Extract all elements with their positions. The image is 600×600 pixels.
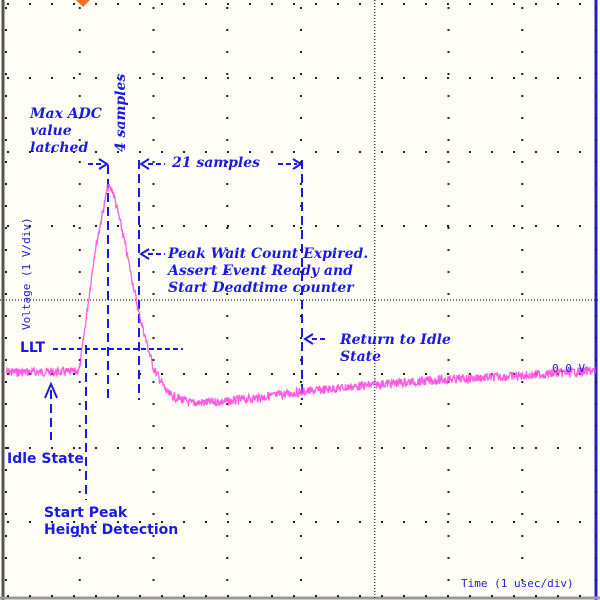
samples21-right-arrowhead-icon (292, 158, 303, 170)
return-idle-line-2: State (340, 349, 382, 365)
idle-state-label: Idle State (7, 451, 84, 467)
peak-wait-line-2: Assert Event Ready and (168, 263, 353, 279)
idle-state-arrowhead-icon (44, 381, 58, 399)
start-peak-line-2: Height Detection (44, 522, 179, 538)
start-peak-line-1: Start Peak (44, 505, 128, 521)
return-idle-line-1: Return to Idle (340, 332, 451, 348)
peak-wait-arrowhead-icon (139, 248, 150, 260)
peak-wait-line-3: Start Deadtime counter (168, 280, 354, 296)
max-adc-line-3: latched (30, 140, 89, 156)
return-idle-arrowhead-icon (303, 333, 314, 345)
four-samples-label: 4 samples (113, 73, 129, 152)
max-adc-line-2: value (30, 123, 72, 139)
trace-line (5, 183, 597, 408)
annotation-markers (44, 158, 328, 500)
max-adc-arrowhead-icon (98, 158, 109, 170)
samples21-left-arrowhead-icon (139, 158, 150, 170)
y-axis-label: Voltage (1 V/div) (20, 217, 33, 330)
llt-label: LLT (20, 340, 46, 356)
return-idle-label: Return to Idle State (340, 332, 451, 366)
x-axis-label: Time (1 usec/div) (461, 577, 574, 590)
start-peak-label: Start Peak Height Detection (44, 505, 178, 539)
max-adc-line-1: Max ADC (30, 106, 102, 122)
zero-volt-reference-label: 0.0 V (552, 362, 586, 375)
peak-wait-label: Peak Wait Count Expired. Assert Event Re… (168, 246, 368, 297)
max-adc-label: Max ADC value latched (30, 106, 102, 157)
peak-wait-line-1: Peak Wait Count Expired. (168, 246, 369, 262)
twentyone-samples-label: 21 samples (172, 155, 261, 171)
signal-trace (5, 183, 597, 408)
trigger-marker-icon (76, 0, 90, 7)
